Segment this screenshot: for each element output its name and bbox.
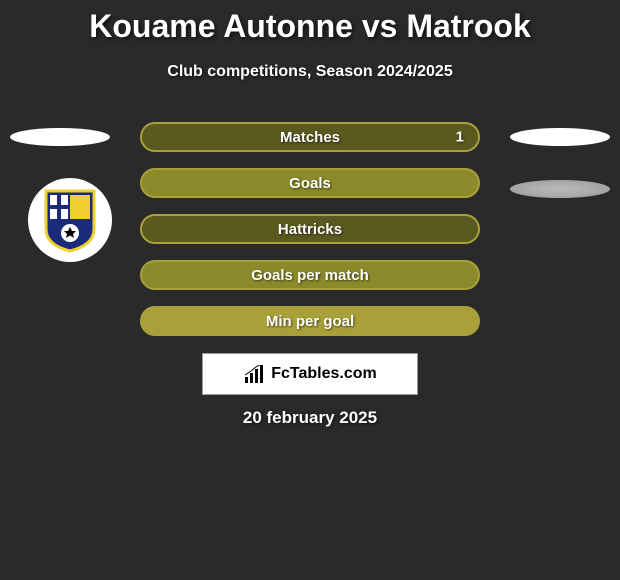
shield-icon [42, 187, 98, 253]
oval-right-bottom [510, 180, 610, 198]
oval-right-top [510, 128, 610, 146]
bar-label: Goals per match [251, 267, 369, 284]
oval-left [10, 128, 110, 146]
bar-goals-per-match: Goals per match [140, 260, 480, 290]
team-badge [28, 178, 112, 262]
bar-hattricks: Hattricks [140, 214, 480, 244]
bar-goals: Goals [140, 168, 480, 198]
date-label: 20 february 2025 [0, 408, 620, 428]
bar-label: Goals [289, 175, 331, 192]
bar-label: Min per goal [266, 313, 354, 330]
brand-label: FcTables.com [271, 365, 377, 383]
bar-matches: Matches 1 [140, 122, 480, 152]
bar-label: Matches [280, 129, 340, 146]
page-title: Kouame Autonne vs Matrook [0, 0, 620, 45]
bar-label: Hattricks [278, 221, 342, 238]
page-subtitle: Club competitions, Season 2024/2025 [0, 63, 620, 81]
bar-min-per-goal: Min per goal [140, 306, 480, 336]
bar-value: 1 [456, 129, 464, 146]
stat-bars: Matches 1 Goals Hattricks Goals per matc… [140, 122, 480, 352]
brand-box[interactable]: FcTables.com [202, 353, 418, 395]
bar-chart-icon [243, 365, 265, 383]
